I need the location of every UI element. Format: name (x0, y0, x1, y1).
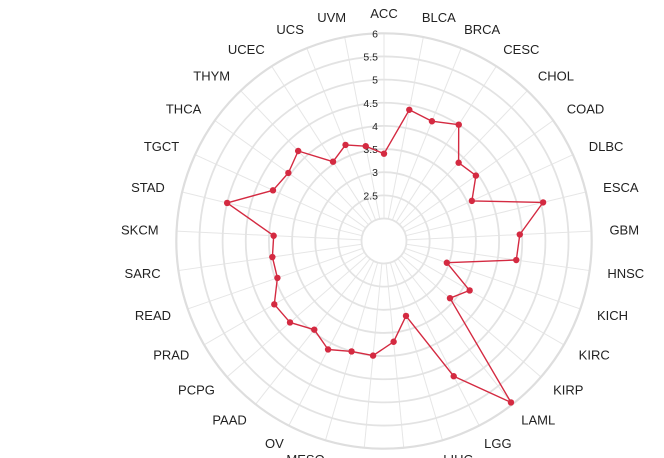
category-label-kirp: KIRP (553, 383, 583, 398)
data-point-skcm (270, 232, 277, 239)
category-label-cesc: CESC (503, 42, 539, 57)
radial-axis-ticks: 2.533.544.555.56 (363, 28, 378, 202)
category-label-laml: LAML (521, 412, 555, 427)
category-label-ov: OV (265, 436, 284, 451)
data-point-acc (380, 150, 388, 157)
category-label-brca: BRCA (464, 22, 500, 37)
radial-tick-label: 4 (372, 121, 378, 133)
data-point-lihc (402, 312, 410, 320)
category-label-coad: COAD (567, 101, 605, 116)
category-label-hnsc: HNSC (607, 266, 644, 281)
data-point-hnsc (513, 256, 520, 264)
data-point-read (274, 274, 281, 282)
radial-tick-label: 4.5 (363, 98, 378, 110)
category-label-tgct: TGCT (144, 139, 179, 154)
data-point-ucs (342, 141, 349, 149)
data-point-paad (311, 326, 318, 333)
grid-ring (221, 78, 547, 404)
category-label-skcm: SKCM (121, 223, 159, 238)
data-point-dlbc (468, 197, 476, 205)
data-point-sarc (269, 253, 276, 261)
data-point-lusc (369, 352, 377, 359)
category-label-prad: PRAD (153, 347, 189, 362)
data-point-kich (443, 259, 451, 266)
data-point-ov (324, 346, 332, 353)
category-label-pcpg: PCPG (178, 383, 215, 398)
data-point-lgg (450, 373, 457, 380)
radial-tick-label: 5.5 (363, 51, 378, 63)
data-point-blca (406, 106, 413, 113)
category-label-lgg: LGG (484, 436, 511, 451)
series-line (226, 109, 544, 404)
data-point-stad (223, 199, 231, 207)
category-label-gbm: GBM (609, 223, 639, 238)
category-label-lihc: LIHC (443, 452, 473, 458)
category-label-chol: CHOL (538, 69, 574, 84)
data-point-pcpg (286, 319, 294, 326)
category-label-read: READ (135, 308, 171, 323)
data-point-brca (428, 118, 436, 125)
grid-ring (244, 101, 524, 381)
category-label-thca: THCA (166, 101, 202, 116)
grid-ring (337, 194, 431, 288)
data-point-ucec (329, 158, 337, 165)
radial-tick-label: 3 (372, 167, 378, 179)
category-label-stad: STAD (131, 180, 165, 195)
category-label-meso: MESO (286, 452, 324, 458)
grid-ring (314, 171, 454, 311)
category-label-kich: KICH (597, 308, 628, 323)
category-label-ucec: UCEC (228, 42, 265, 57)
radial-tick-label: 6 (372, 28, 378, 40)
category-label-sarc: SARC (125, 266, 161, 281)
data-point-esca (539, 199, 547, 206)
data-point-coad (472, 172, 480, 179)
data-point-kirc (466, 287, 473, 294)
radial-tick-label: 5 (372, 75, 378, 87)
data-point-gbm (516, 231, 523, 238)
data-point-cesc (455, 121, 462, 128)
data-point-thym (294, 147, 302, 155)
category-label-esca: ESCA (603, 180, 639, 195)
data-point-kirp (446, 294, 454, 302)
grid-ring (360, 217, 408, 265)
data-series (223, 106, 547, 406)
category-label-ucs: UCS (276, 22, 304, 37)
category-label-paad: PAAD (212, 412, 246, 427)
data-point-thca (285, 169, 292, 177)
category-label-acc: ACC (370, 6, 397, 21)
grid-ring (198, 55, 570, 427)
category-label-dlbc: DLBC (589, 139, 624, 154)
data-point-laml (507, 399, 515, 406)
data-point-tgct (269, 187, 277, 194)
grid-ring (267, 125, 500, 357)
data-point-prad (271, 301, 278, 308)
data-point-luad (390, 338, 397, 345)
category-label-kirc: KIRC (579, 347, 610, 362)
grid-ring (291, 148, 477, 334)
grid-ring (175, 32, 593, 450)
data-point-chol (455, 159, 462, 166)
category-label-thym: THYM (193, 69, 230, 84)
radar-grid (175, 32, 593, 450)
category-label-blca: BLCA (422, 10, 456, 25)
data-point-meso (348, 348, 355, 355)
data-point-uvm (362, 142, 369, 150)
category-label-uvm: UVM (317, 10, 346, 25)
radial-tick-label: 2.5 (363, 190, 378, 202)
